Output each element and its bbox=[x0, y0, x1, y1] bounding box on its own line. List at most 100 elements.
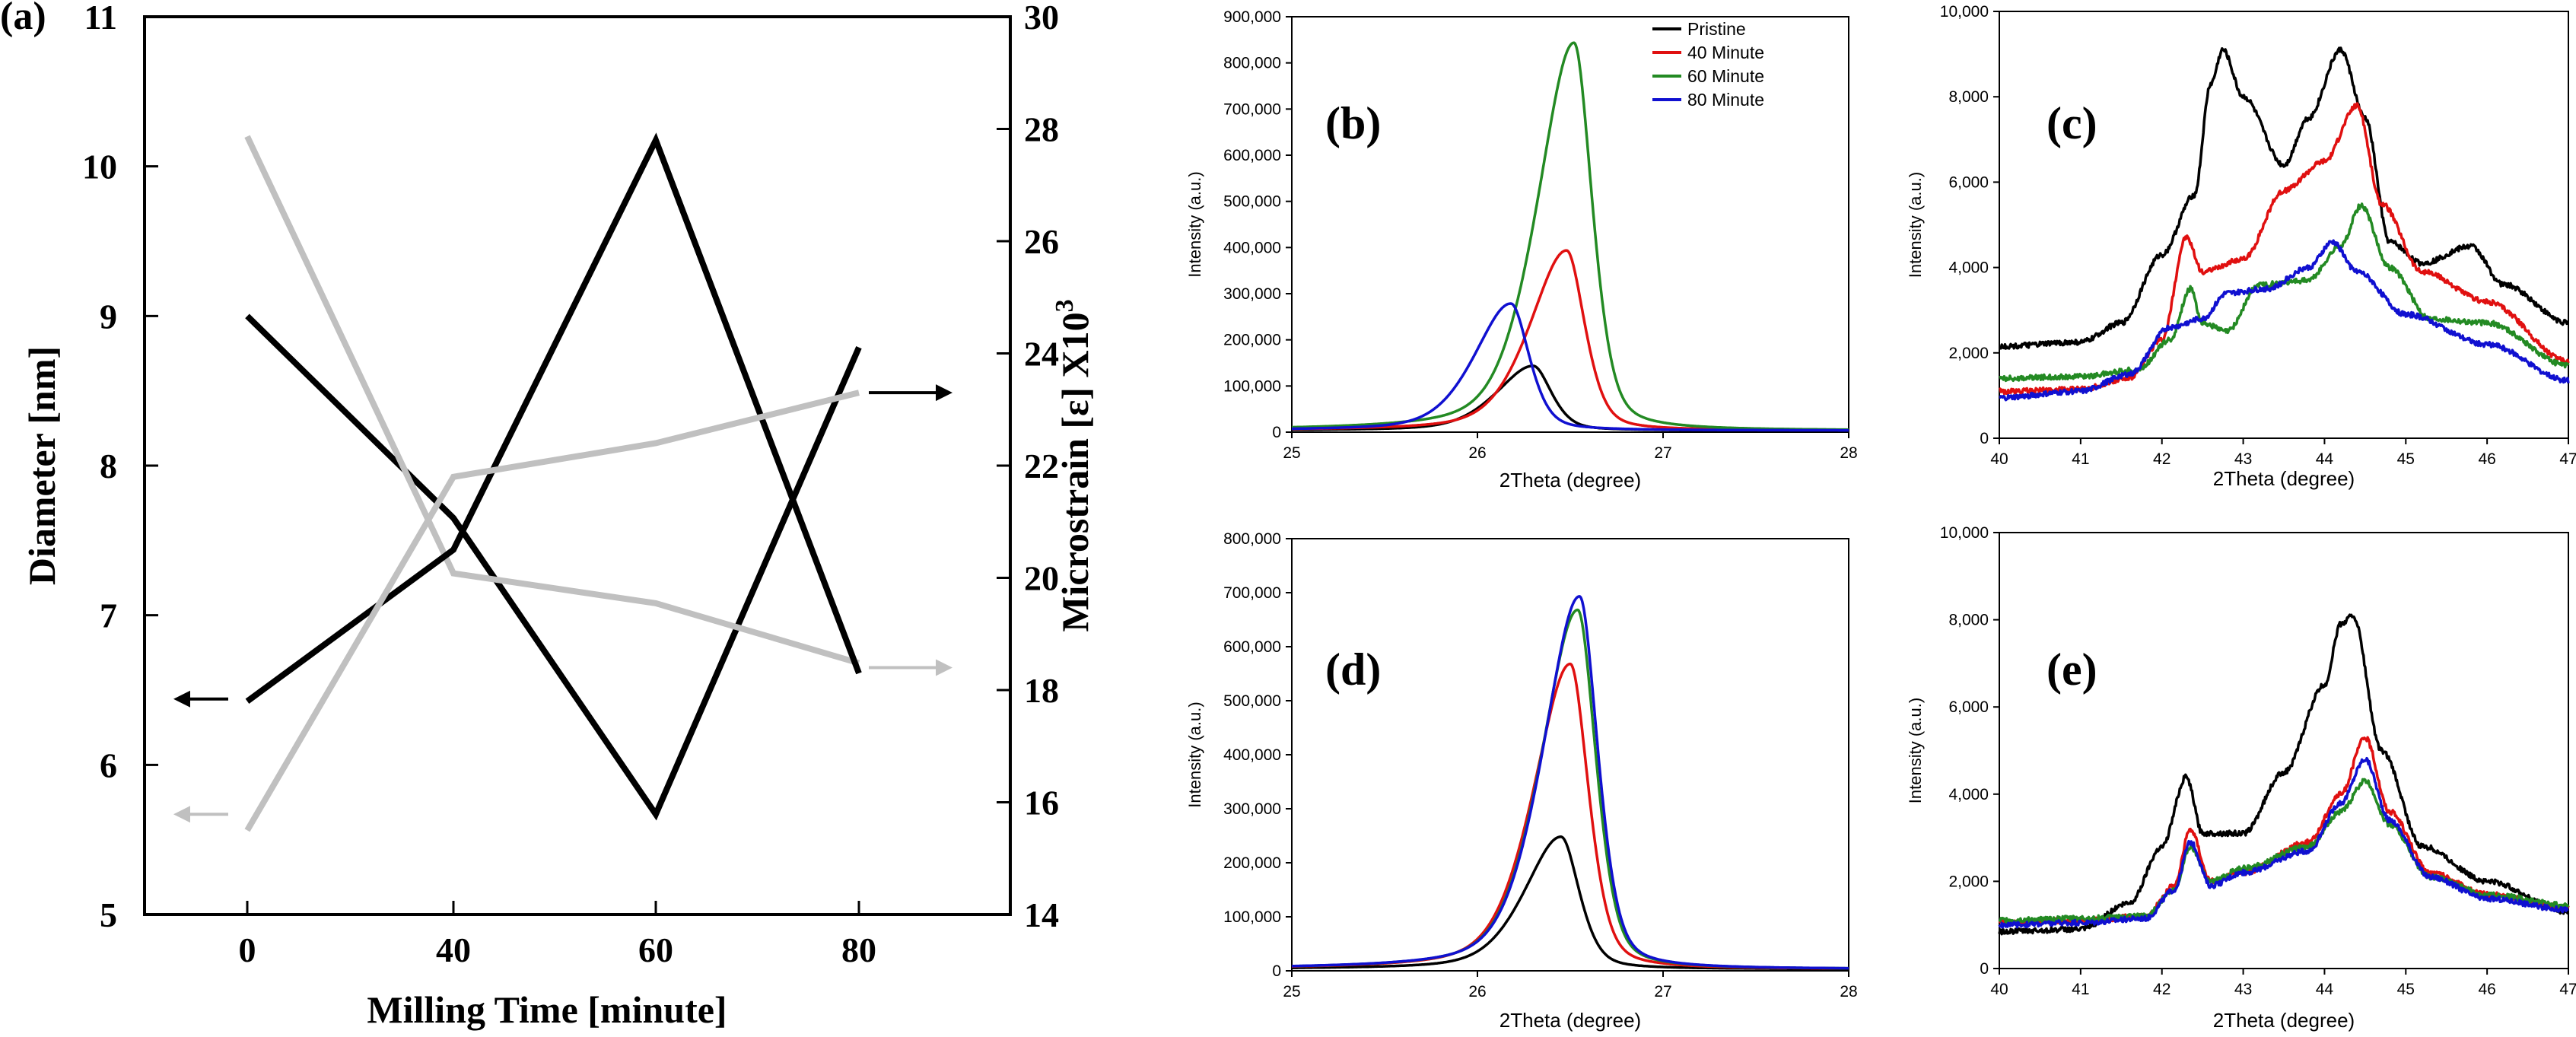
y-tick-label: 600,000 bbox=[1223, 147, 1281, 164]
y-tick-label: 0 bbox=[1980, 960, 1989, 978]
y-tick-label: 600,000 bbox=[1223, 638, 1281, 656]
series-line-2 bbox=[1999, 202, 2570, 383]
y-axis-label: Intensity (a.u.) bbox=[1906, 172, 1925, 278]
y-right-tick-label: 28 bbox=[1024, 110, 1059, 149]
plot-frame bbox=[1291, 538, 1849, 972]
x-tick-label: 26 bbox=[1468, 444, 1486, 462]
x-tick-label: 46 bbox=[2478, 981, 2495, 998]
y-tick-label: 0 bbox=[1980, 430, 1989, 447]
y-tick-label: 700,000 bbox=[1223, 100, 1281, 118]
axis-arrow-head bbox=[936, 659, 952, 676]
y-left-tick-label: 6 bbox=[100, 746, 117, 784]
x-axis-label: 2Theta (degree) bbox=[1499, 1009, 1641, 1032]
y-right-axis-label-superscript: 3 bbox=[1051, 299, 1079, 312]
panel-label: (a) bbox=[0, 0, 46, 38]
panel-label: (b) bbox=[1325, 98, 1381, 148]
legend-label: Pristine bbox=[1687, 19, 1746, 39]
y-tick-label: 500,000 bbox=[1223, 193, 1281, 211]
y-tick-label: 300,000 bbox=[1223, 800, 1281, 818]
x-tick-label: 44 bbox=[2316, 450, 2334, 468]
axis-arrow-head bbox=[173, 806, 190, 823]
x-tick-label: 28 bbox=[1840, 983, 1857, 1000]
x-tick-label: 0 bbox=[239, 930, 256, 969]
x-tick-label: 40 bbox=[436, 930, 471, 969]
axis-arrow-head bbox=[173, 690, 190, 708]
plot-frame bbox=[1291, 16, 1849, 433]
y-left-tick-label: 7 bbox=[100, 596, 117, 635]
series-line-3 bbox=[1291, 595, 1849, 970]
y-right-tick-label: 26 bbox=[1024, 222, 1059, 261]
x-axis-label: 2Theta (degree) bbox=[2213, 1009, 2355, 1032]
series-line-2 bbox=[1291, 41, 1849, 431]
series-line-1 bbox=[1291, 662, 1849, 970]
x-tick-label: 27 bbox=[1654, 983, 1671, 1000]
y-tick-label: 0 bbox=[1272, 424, 1281, 441]
x-tick-label: 41 bbox=[2072, 981, 2089, 998]
plot-frame bbox=[1999, 11, 2569, 439]
y-tick-label: 4,000 bbox=[1948, 259, 1989, 277]
y-right-tick-label: 24 bbox=[1024, 335, 1059, 374]
y-left-tick-label: 5 bbox=[100, 895, 117, 934]
legend-label: 60 Minute bbox=[1687, 66, 1764, 86]
x-tick-label: 26 bbox=[1468, 983, 1486, 1000]
x-tick-label: 28 bbox=[1840, 444, 1857, 462]
y-right-tick-label: 16 bbox=[1024, 784, 1059, 822]
y-axis-label: Intensity (a.u.) bbox=[1185, 171, 1204, 277]
y-tick-label: 10,000 bbox=[1940, 524, 1989, 542]
series-line-3 bbox=[1999, 239, 2570, 402]
x-tick-label: 42 bbox=[2153, 981, 2171, 998]
y-tick-label: 4,000 bbox=[1948, 786, 1989, 803]
x-tick-label: 43 bbox=[2234, 981, 2252, 998]
plot-frame bbox=[1999, 532, 2569, 969]
y-tick-label: 900,000 bbox=[1223, 8, 1281, 26]
panel-label: (d) bbox=[1325, 644, 1381, 695]
x-tick-label: 42 bbox=[2153, 450, 2171, 468]
y-tick-label: 100,000 bbox=[1223, 377, 1281, 395]
panel-b: 0 100,000 200,000 300,000 400,000 500,000 600,… bbox=[1185, 8, 1858, 491]
y-right-tick-label: 30 bbox=[1024, 0, 1059, 37]
series-line-3 bbox=[244, 390, 860, 832]
series-line-0 bbox=[1291, 364, 1849, 432]
y-tick-label: 0 bbox=[1272, 962, 1281, 980]
y-tick-label: 100,000 bbox=[1223, 908, 1281, 926]
y-tick-label: 200,000 bbox=[1223, 854, 1281, 872]
y-tick-label: 8,000 bbox=[1948, 88, 1989, 106]
y-tick-label: 800,000 bbox=[1223, 55, 1281, 72]
y-left-tick-label: 10 bbox=[82, 148, 117, 186]
y-right-axis-label-main: Microstrain [ε] X10 bbox=[1054, 312, 1096, 631]
y-tick-label: 10,000 bbox=[1940, 3, 1989, 21]
y-tick-label: 500,000 bbox=[1223, 692, 1281, 710]
y-left-tick-label: 11 bbox=[84, 0, 117, 37]
x-tick-label: 40 bbox=[1990, 450, 2008, 468]
series-line-3 bbox=[1291, 302, 1849, 432]
y-right-tick-label: 18 bbox=[1024, 671, 1059, 710]
y-axis-label: Intensity (a.u.) bbox=[1185, 701, 1204, 807]
legend-label: 40 Minute bbox=[1687, 43, 1764, 62]
y-right-axis-label: Microstrain [ε] X103 bbox=[1051, 299, 1096, 631]
series-line-1 bbox=[1291, 249, 1849, 432]
x-tick-label: 60 bbox=[638, 930, 673, 969]
x-tick-label: 47 bbox=[2559, 450, 2576, 468]
series-line-3 bbox=[1998, 756, 2569, 929]
panel-d: 0 100,000 200,000 300,000 400,000 500,000 600,… bbox=[1185, 530, 1858, 1032]
x-tick-label: 80 bbox=[841, 930, 876, 969]
x-axis-label: 2Theta (degree) bbox=[2213, 467, 2355, 490]
axis-arrow-head bbox=[936, 384, 952, 402]
x-tick-label: 47 bbox=[2559, 981, 2576, 998]
x-tick-label: 27 bbox=[1654, 444, 1671, 462]
panel-label: (e) bbox=[2046, 644, 2097, 695]
x-tick-label: 40 bbox=[1990, 981, 2008, 998]
y-tick-label: 700,000 bbox=[1223, 584, 1281, 602]
y-left-axis-label: Diameter [nm] bbox=[21, 346, 63, 585]
y-left-tick-label: 8 bbox=[100, 447, 117, 485]
x-tick-label: 44 bbox=[2316, 981, 2334, 998]
x-tick-label: 45 bbox=[2397, 450, 2415, 468]
y-right-tick-label: 14 bbox=[1024, 895, 1059, 934]
y-tick-label: 8,000 bbox=[1948, 612, 1989, 629]
y-right-tick-label: 22 bbox=[1024, 447, 1059, 485]
y-left-tick-label: 9 bbox=[100, 297, 117, 336]
y-axis-label: Intensity (a.u.) bbox=[1906, 698, 1925, 803]
series-line-2 bbox=[1998, 778, 2570, 924]
x-axis-label: 2Theta (degree) bbox=[1499, 469, 1641, 491]
